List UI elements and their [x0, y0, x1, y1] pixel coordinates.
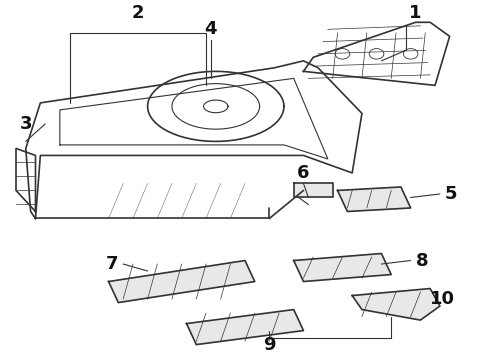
- Polygon shape: [294, 184, 333, 198]
- Polygon shape: [109, 261, 255, 302]
- Text: 9: 9: [263, 336, 275, 354]
- Polygon shape: [338, 187, 411, 211]
- Text: 4: 4: [205, 20, 217, 38]
- Polygon shape: [294, 253, 391, 282]
- Text: 10: 10: [430, 290, 455, 308]
- Polygon shape: [187, 310, 303, 345]
- Text: 1: 1: [409, 4, 422, 22]
- Text: 8: 8: [416, 252, 428, 270]
- Text: 3: 3: [20, 115, 32, 133]
- Text: 7: 7: [106, 255, 118, 273]
- Text: 6: 6: [297, 164, 310, 182]
- Text: 5: 5: [445, 185, 457, 203]
- Text: 2: 2: [131, 4, 144, 22]
- Polygon shape: [352, 289, 440, 320]
